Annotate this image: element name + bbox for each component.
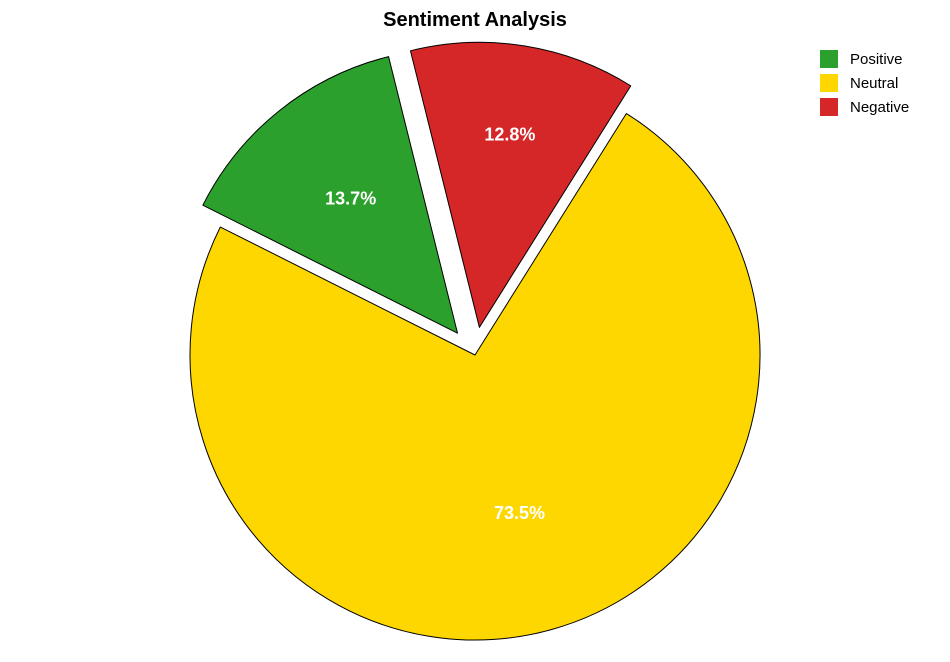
slice-label-neutral: 73.5% — [494, 503, 545, 523]
pie-slices — [190, 42, 760, 640]
legend: Positive Neutral Negative — [820, 50, 909, 116]
slice-label-positive: 13.7% — [325, 188, 376, 208]
legend-label-neutral: Neutral — [850, 75, 898, 92]
legend-swatch-positive — [820, 50, 838, 68]
legend-swatch-negative — [820, 98, 838, 116]
sentiment-pie-chart: Sentiment Analysis 13.7% 73.5% 12.8% Posit… — [0, 0, 950, 662]
slice-label-negative: 12.8% — [484, 125, 535, 145]
legend-swatch-neutral — [820, 74, 838, 92]
chart-title: Sentiment Analysis — [383, 9, 567, 31]
legend-label-positive: Positive — [850, 51, 903, 68]
legend-label-negative: Negative — [850, 99, 909, 116]
